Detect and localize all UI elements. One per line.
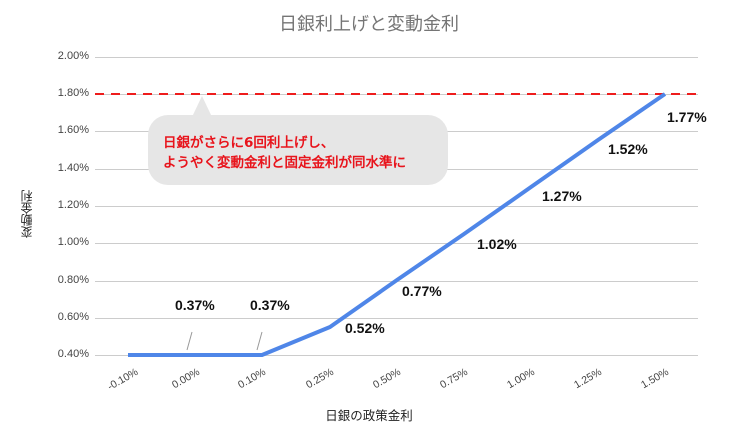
callout-line-1: 日銀がさらに6回利上げし、	[163, 135, 335, 151]
gridline	[95, 206, 698, 207]
y-tick-label: 0.80%	[57, 274, 89, 286]
y-tick-label: 1.20%	[57, 199, 89, 211]
gridline	[95, 355, 698, 356]
data-label: 0.37%	[250, 297, 290, 313]
data-label: 1.27%	[542, 188, 582, 204]
gridline	[95, 243, 698, 244]
x-axis-title: 日銀の政策金利	[325, 408, 413, 423]
data-label: 1.52%	[608, 141, 648, 157]
gridline	[95, 94, 698, 95]
chart-title: 日銀利上げと変動金利	[279, 14, 459, 35]
callout-line-2: ようやく変動金利と固定金利が同水準に	[163, 155, 406, 171]
data-label: 1.77%	[667, 109, 707, 125]
series-line-variable-rate	[128, 92, 667, 357]
data-label: 0.52%	[345, 320, 385, 336]
y-tick-label: 1.40%	[57, 162, 89, 174]
data-label: 0.77%	[402, 283, 442, 299]
data-label: 1.02%	[477, 236, 517, 252]
callout-text: 日銀がさらに6回利上げし、 ようやく変動金利と固定金利が同水準に	[163, 133, 406, 173]
leader-line	[256, 331, 263, 351]
gridline	[95, 318, 698, 319]
gridline	[95, 57, 698, 58]
y-tick-label: 0.40%	[57, 348, 89, 360]
y-tick-label: 0.60%	[57, 311, 89, 323]
data-label: 0.37%	[175, 297, 215, 313]
y-tick-label: 1.60%	[57, 124, 89, 136]
callout-bubble	[148, 115, 448, 185]
leader-line	[186, 331, 193, 351]
y-tick-label: 1.80%	[57, 87, 89, 99]
y-tick-label: 2.00%	[57, 50, 89, 62]
y-tick-label: 1.00%	[57, 236, 89, 248]
